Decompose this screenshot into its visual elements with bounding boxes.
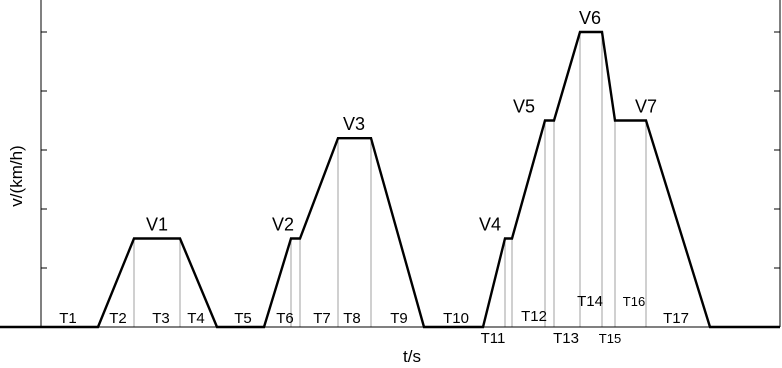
time-label-9: T9 <box>390 310 408 327</box>
time-label-17: T17 <box>663 310 689 327</box>
time-label-12: T12 <box>521 308 547 325</box>
labels: V1 V2 V3 V4 V5 V6 V7 T1 T2 T3 T4 T5 T6 T7 T8 T9 T10 T11 T1… <box>59 8 689 347</box>
time-label-14: T14 <box>577 293 603 310</box>
time-label-6: T6 <box>276 310 294 327</box>
time-label-10: T10 <box>443 310 469 327</box>
time-label-15: T15 <box>599 331 621 346</box>
y-axis-label: v/(km/h) <box>7 145 26 206</box>
time-label-11: T11 <box>481 330 506 347</box>
time-label-16: T16 <box>623 294 645 309</box>
speed-label-2: V2 <box>272 215 294 235</box>
speed-label-3: V3 <box>343 114 365 134</box>
time-label-4: T4 <box>187 310 205 327</box>
time-label-5: T5 <box>234 310 252 327</box>
time-label-13: T13 <box>553 330 579 347</box>
speed-label-6: V6 <box>579 8 601 28</box>
x-axis-label: t/s <box>403 347 421 366</box>
time-label-7: T7 <box>313 310 331 327</box>
guide-lines <box>133 32 647 327</box>
speed-label-1: V1 <box>146 215 168 235</box>
time-label-8: T8 <box>343 310 361 327</box>
axes <box>40 0 781 328</box>
speed-curve <box>0 30 780 329</box>
speed-curve-layer <box>0 30 780 329</box>
speed-label-7: V7 <box>635 97 657 117</box>
speed-label-4: V4 <box>479 215 501 235</box>
time-label-2: T2 <box>109 310 127 327</box>
speed-label-5: V5 <box>513 97 535 117</box>
time-label-3: T3 <box>152 310 170 327</box>
time-label-1: T1 <box>59 310 77 327</box>
